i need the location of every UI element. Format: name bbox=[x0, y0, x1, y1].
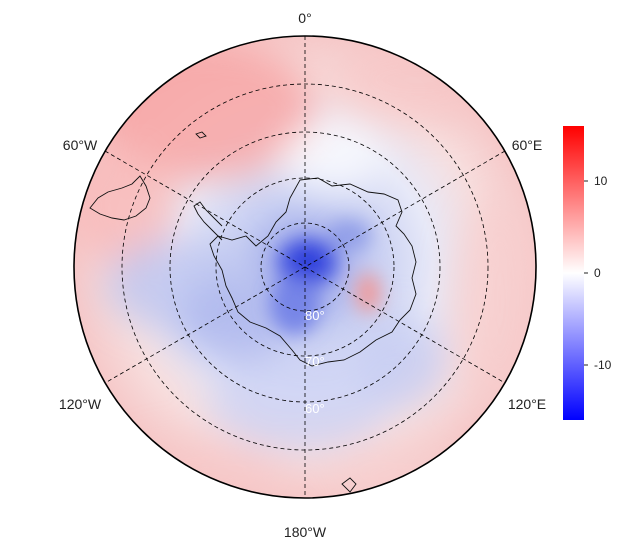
graticule bbox=[104, 36, 506, 498]
map-border bbox=[73, 35, 537, 499]
island-south-georgia bbox=[195, 131, 207, 139]
antarctic-peninsula-coastline bbox=[193, 201, 223, 241]
new-zealand-islands bbox=[341, 477, 357, 493]
colorbar-tick-10: 10 bbox=[594, 174, 608, 188]
lon-label-60w: 60°W bbox=[63, 137, 98, 153]
antarctica-coastline bbox=[209, 177, 417, 367]
lat-label-70: 70° bbox=[305, 354, 325, 369]
lat-label-80: 80° bbox=[305, 308, 325, 323]
colorbar: 10 0 -10 bbox=[563, 126, 612, 420]
latitude-circle-80 bbox=[260, 222, 350, 312]
colorbar-ramp bbox=[563, 126, 584, 420]
colorbar-tick-0: 0 bbox=[594, 266, 601, 280]
anomaly-field bbox=[74, 36, 536, 498]
lon-label-120e: 120°E bbox=[508, 396, 546, 412]
lon-label-0: 0° bbox=[298, 10, 311, 26]
coastlines bbox=[89, 131, 417, 493]
lat-label-60: 60° bbox=[305, 401, 325, 416]
lon-label-180w: 180°W bbox=[284, 524, 327, 540]
latitude-circle-70 bbox=[215, 177, 395, 357]
meridian-60e-120w bbox=[104, 150, 506, 384]
south-america-coastline bbox=[89, 175, 151, 221]
colorbar-tick-marks bbox=[584, 180, 588, 366]
lon-label-120w: 120°W bbox=[59, 396, 102, 412]
lon-label-60e: 60°E bbox=[512, 137, 543, 153]
colorbar-tick-minus10: -10 bbox=[594, 358, 612, 372]
